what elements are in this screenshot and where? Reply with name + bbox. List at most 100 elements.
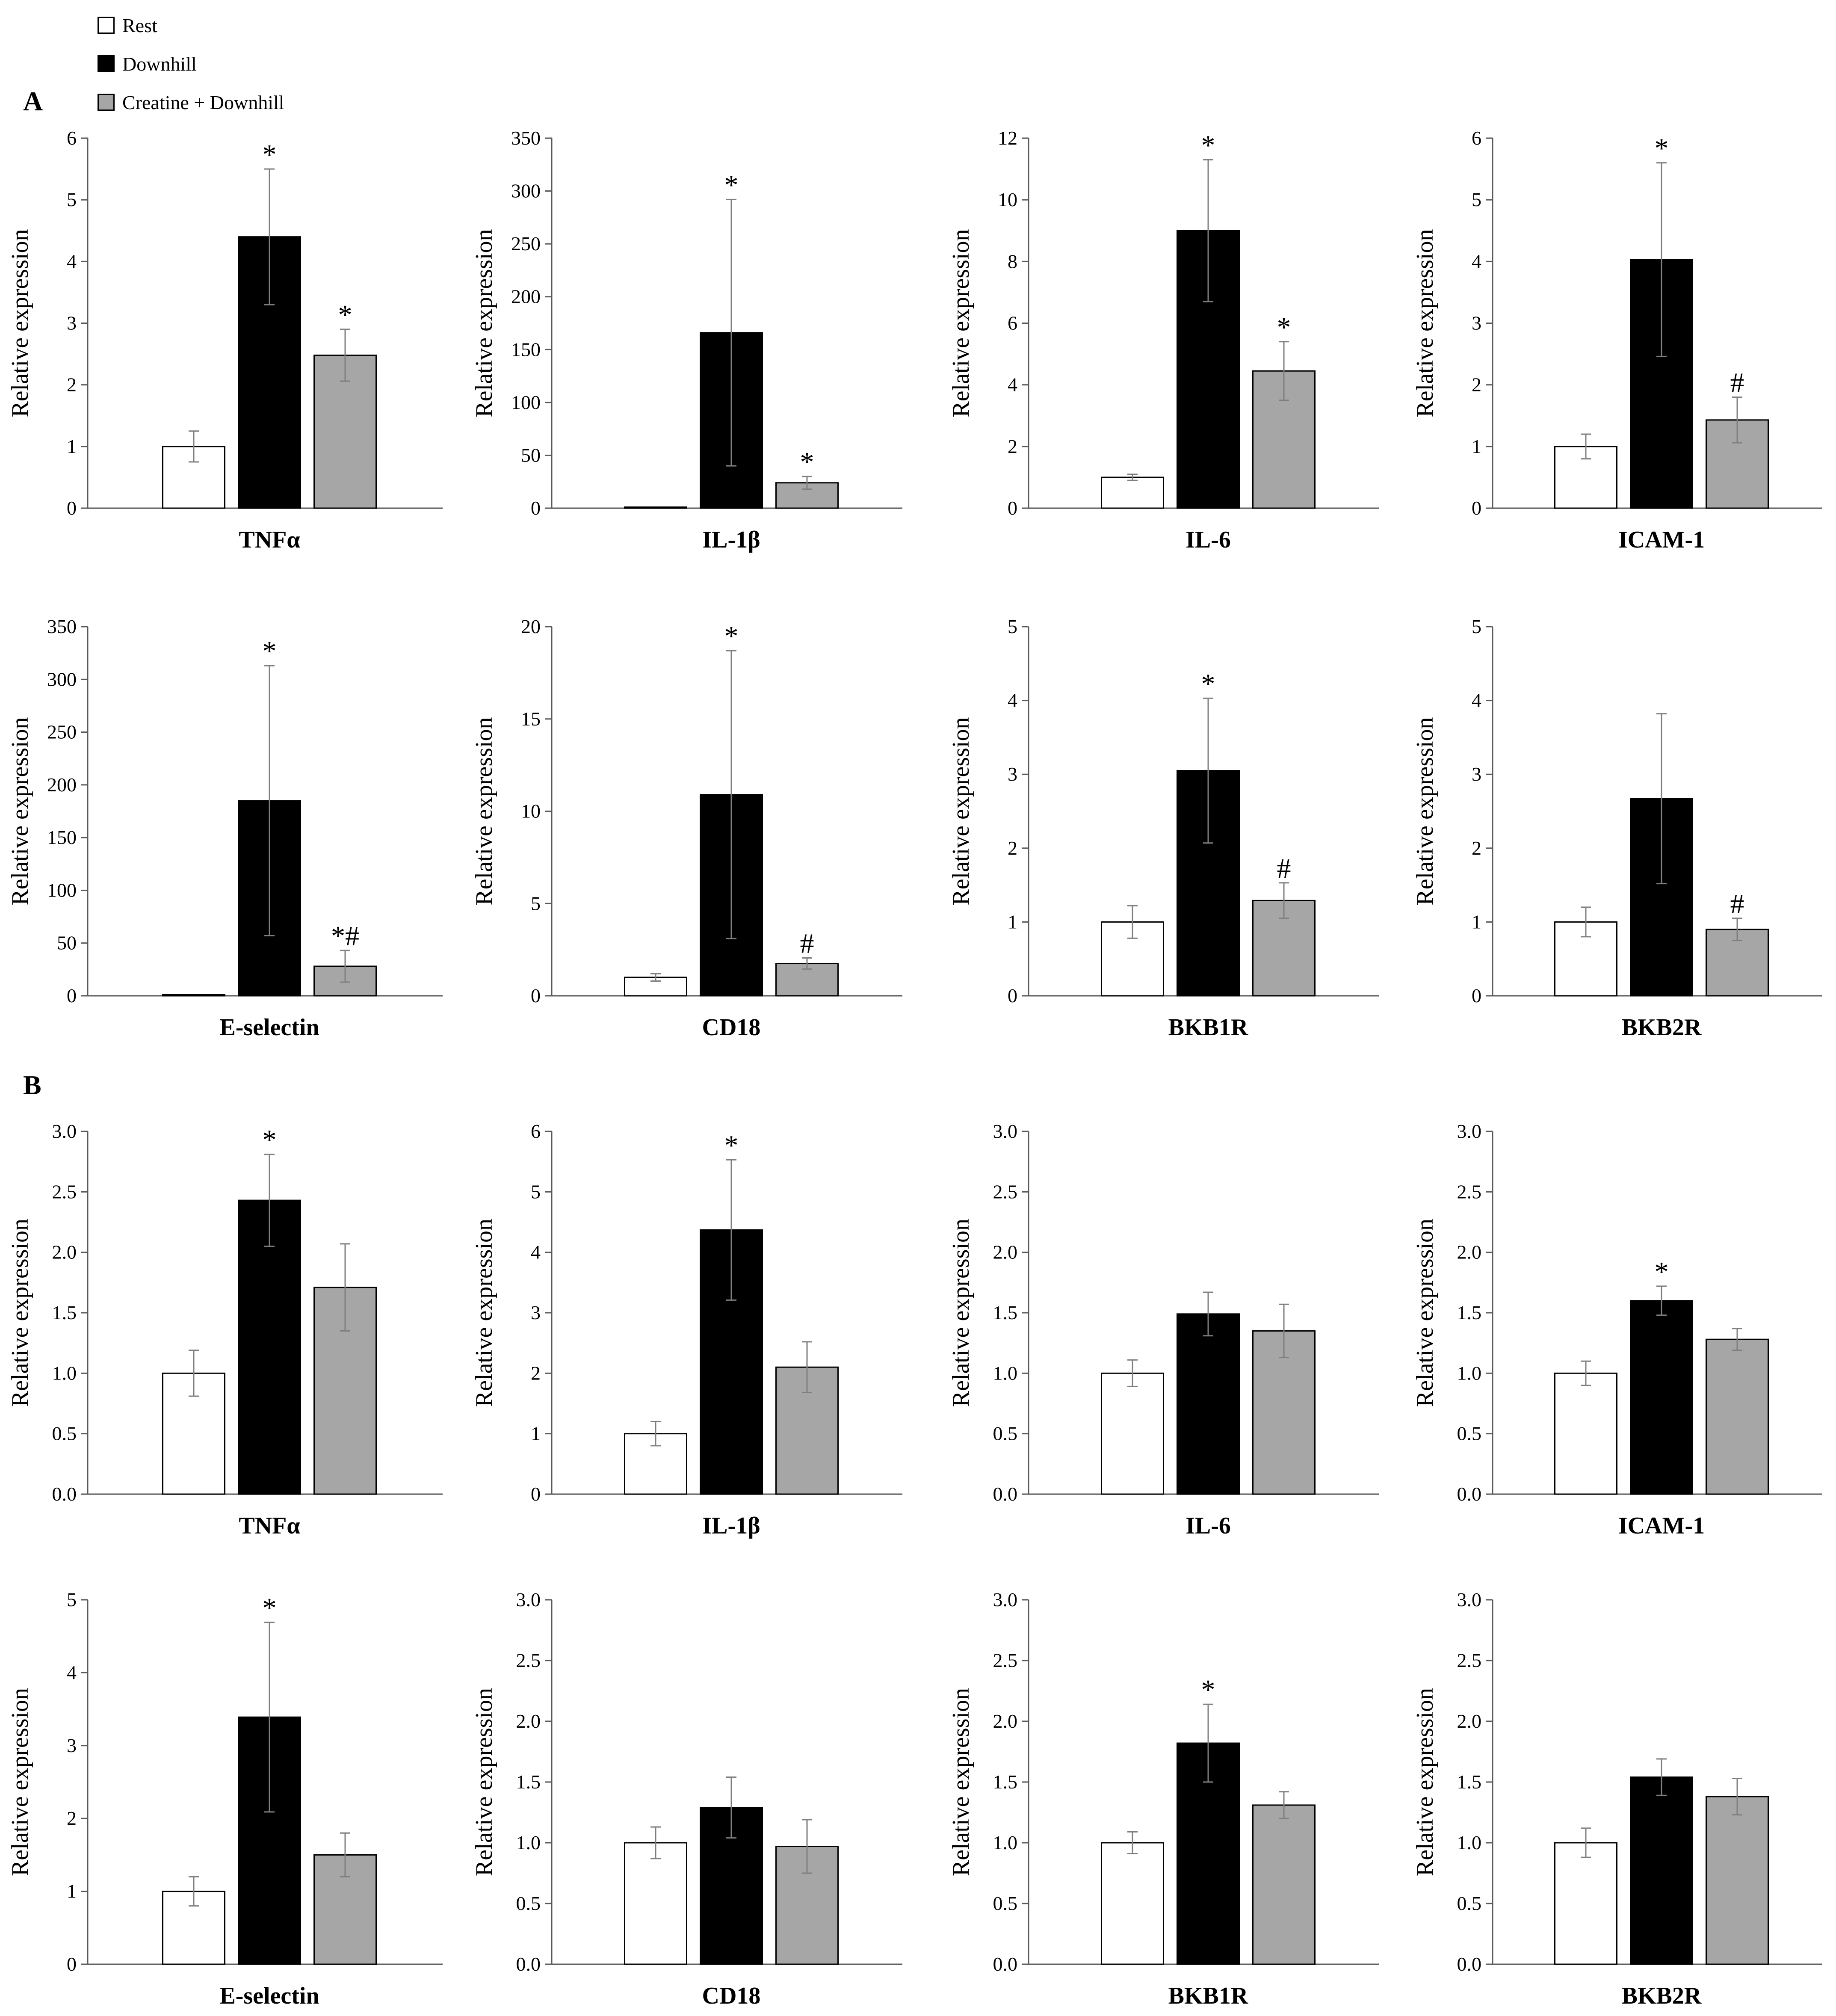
a-esel-annotation-creatine: *# [331, 921, 359, 952]
legend-label-rest: Rest [122, 14, 157, 36]
b-icam1-y-tick-label: 2.0 [1457, 1241, 1482, 1263]
b-icam1-y-tick-label: 2.5 [1457, 1181, 1482, 1202]
b-bkb2r-x-label: BKB2R [1622, 1983, 1702, 2009]
a-icam1-y-axis-title: Relative expression [1412, 229, 1438, 417]
b-tnfa-bar-downhill [238, 1199, 301, 1495]
a-il1b-annotation-downhill: * [724, 169, 739, 201]
a-esel-y-axis-title: Relative expression [7, 717, 33, 905]
b-esel-y-axis-title: Relative expression [7, 1688, 33, 1876]
a-bkb2r-y-axis-title: Relative expression [1412, 717, 1438, 905]
b-bkb2r-y-tick-label: 0.0 [1457, 1953, 1482, 1975]
a-bkb2r-y-tick-label: 3 [1472, 763, 1481, 785]
legend-swatch-rest [98, 17, 115, 34]
b-cd18-y-tick-label: 2.0 [516, 1710, 541, 1732]
b-icam1-annotation-downhill: * [1655, 1256, 1669, 1288]
b-il6-y-axis-title: Relative expression [948, 1219, 974, 1407]
a-il6-y-tick-label: 2 [1008, 435, 1017, 457]
a-tnfa-x-label: TNFα [239, 527, 300, 553]
b-bkb1r-y-axis-title: Relative expression [948, 1688, 974, 1876]
a-tnfa-annotation-creatine: * [338, 299, 352, 331]
a-bkb2r-y-tick-label: 4 [1472, 690, 1481, 711]
b-il1b-y-tick-label: 1 [531, 1423, 541, 1445]
a-bkb2r-annotation-creatine: # [1730, 888, 1744, 920]
b-cd18-y-tick-label: 2.5 [516, 1649, 541, 1671]
b-esel-y-tick-label: 3 [67, 1735, 77, 1756]
b-il6-bar-downhill [1177, 1313, 1240, 1495]
a-icam1-x-label: ICAM-1 [1618, 527, 1705, 553]
legend-label-creatine: Creatine + Downhill [122, 91, 284, 113]
b-il1b-y-tick-label: 0 [531, 1483, 541, 1505]
a-cd18-y-tick-label: 5 [531, 892, 541, 914]
b-cd18-y-tick-label: 1.0 [516, 1832, 541, 1853]
a-cd18-y-tick-label: 0 [531, 985, 541, 1007]
b-icam1-y-tick-label: 0.5 [1457, 1423, 1482, 1445]
b-cd18-y-tick-label: 1.5 [516, 1771, 541, 1793]
legend-item-creatine: Creatine + Downhill [98, 83, 284, 121]
b-il1b-y-tick-label: 4 [531, 1241, 541, 1263]
b-bkb2r-y-axis-title: Relative expression [1412, 1688, 1438, 1876]
a-icam1-annotation-downhill: * [1655, 133, 1669, 164]
b-tnfa-y-tick-label: 1.5 [52, 1302, 77, 1323]
a-tnfa-annotation-downhill: * [263, 139, 277, 170]
a-cd18-x-label: CD18 [702, 1014, 761, 1041]
b-esel-y-tick-label: 5 [67, 1589, 77, 1610]
b-il1b-y-tick-label: 2 [531, 1362, 541, 1384]
b-bkb2r-bar-rest [1554, 1842, 1617, 1965]
a-il1b-y-tick-label: 100 [511, 391, 541, 413]
b-il6-y-tick-label: 2.0 [993, 1241, 1018, 1263]
b-il1b-y-axis-title: Relative expression [471, 1219, 497, 1407]
b-cd18-x-label: CD18 [702, 1983, 761, 2009]
a-il6-x-label: IL-6 [1186, 527, 1231, 553]
b-icam1-y-tick-label: 0.0 [1457, 1483, 1482, 1505]
b-bkb1r-x-label: BKB1R [1168, 1983, 1248, 2009]
b-cd18-y-tick-label: 3.0 [516, 1589, 541, 1610]
b-bkb1r-y-tick-label: 2.0 [993, 1710, 1018, 1732]
b-il6-bar-rest [1101, 1372, 1164, 1495]
a-bkb1r-annotation-creatine: # [1277, 853, 1291, 884]
a-esel-x-label: E-selectin [219, 1014, 319, 1041]
b-bkb1r-bar-rest [1101, 1842, 1164, 1965]
a-il1b-y-tick-label: 350 [511, 127, 541, 149]
b-cd18-y-axis-title: Relative expression [471, 1688, 497, 1876]
a-cd18-annotation-downhill: * [724, 621, 739, 652]
a-icam1-y-tick-label: 2 [1472, 374, 1481, 396]
b-il6-y-tick-label: 3.0 [993, 1120, 1018, 1142]
b-bkb1r-y-tick-label: 0.0 [993, 1953, 1018, 1975]
a-bkb1r-y-tick-label: 1 [1008, 911, 1017, 933]
a-esel-annotation-downhill: * [263, 636, 277, 667]
b-tnfa-y-tick-label: 0.0 [52, 1483, 77, 1505]
a-il6-y-tick-label: 12 [998, 127, 1017, 149]
a-bkb1r-x-label: BKB1R [1168, 1014, 1248, 1041]
a-icam1-y-tick-label: 4 [1472, 250, 1481, 272]
a-tnfa-y-tick-label: 0 [67, 497, 77, 519]
a-bkb1r-y-tick-label: 3 [1008, 763, 1017, 785]
a-cd18-bar-creatine [775, 962, 839, 997]
b-il6-y-tick-label: 0.0 [993, 1483, 1018, 1505]
b-bkb1r-y-tick-label: 3.0 [993, 1589, 1018, 1610]
b-cd18-y-tick-label: 0.0 [516, 1953, 541, 1975]
a-tnfa-y-tick-label: 6 [67, 127, 77, 149]
b-bkb2r-bar-downhill [1630, 1776, 1693, 1965]
b-bkb1r-y-tick-label: 2.5 [993, 1649, 1018, 1671]
a-tnfa-y-tick-label: 3 [67, 312, 77, 334]
a-il1b-bar-rest [624, 506, 687, 509]
b-esel-annotation-downhill: * [263, 1593, 277, 1624]
b-esel-y-tick-label: 0 [67, 1953, 77, 1975]
a-esel-y-tick-label: 350 [47, 616, 77, 637]
b-esel-y-tick-label: 2 [67, 1807, 77, 1829]
b-tnfa-annotation-downhill: * [263, 1125, 277, 1156]
b-bkb1r-y-tick-label: 1.0 [993, 1832, 1018, 1853]
b-il1b-y-tick-label: 5 [531, 1181, 541, 1202]
b-icam1-y-tick-label: 3.0 [1457, 1120, 1482, 1142]
a-bkb1r-y-tick-label: 4 [1008, 690, 1017, 711]
b-icam1-y-tick-label: 1.5 [1457, 1302, 1482, 1323]
legend-swatch-downhill [98, 55, 115, 72]
a-il1b-y-tick-label: 300 [511, 180, 541, 202]
a-tnfa-y-tick-label: 2 [67, 374, 77, 396]
b-il6-y-tick-label: 0.5 [993, 1423, 1018, 1445]
a-il6-y-tick-label: 10 [998, 189, 1017, 210]
b-bkb2r-bar-creatine [1706, 1796, 1769, 1965]
b-bkb2r-y-tick-label: 0.5 [1457, 1892, 1482, 1914]
